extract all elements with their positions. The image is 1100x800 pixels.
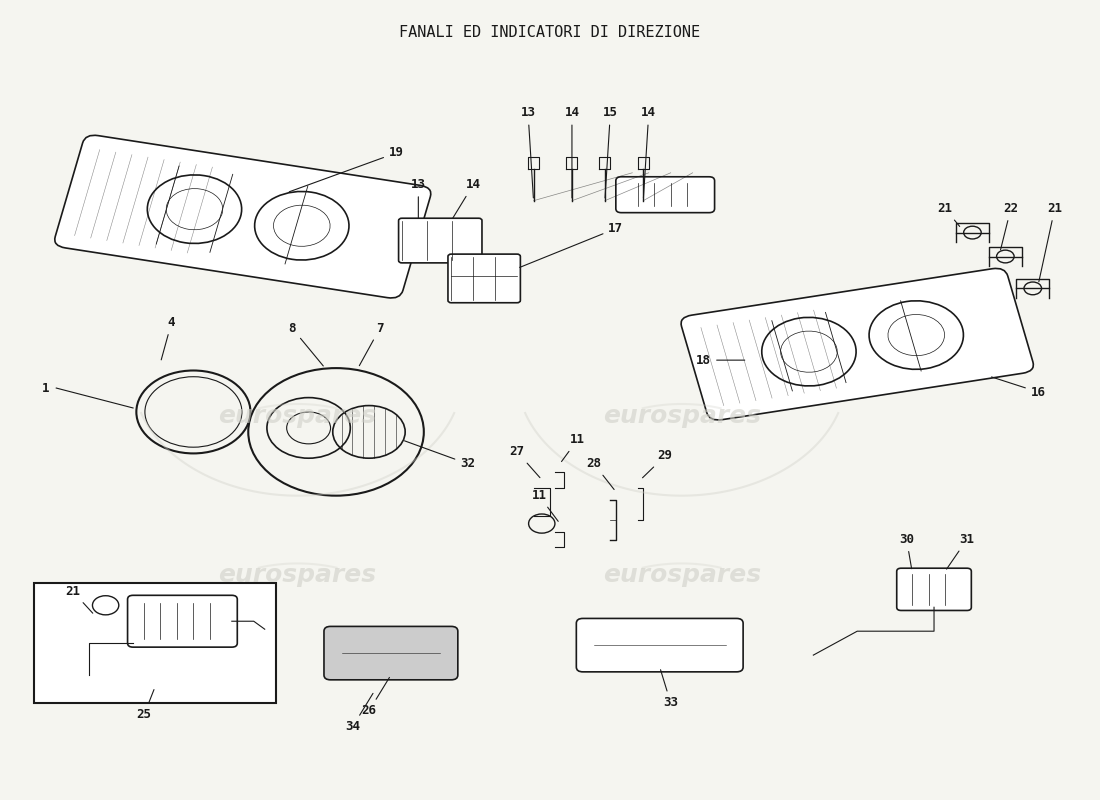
FancyBboxPatch shape xyxy=(576,618,744,672)
Text: 14: 14 xyxy=(641,106,657,198)
FancyBboxPatch shape xyxy=(896,568,971,610)
Text: 14: 14 xyxy=(564,106,580,198)
FancyBboxPatch shape xyxy=(616,177,715,213)
Text: eurospares: eurospares xyxy=(603,404,761,428)
FancyBboxPatch shape xyxy=(398,218,482,263)
Text: 21: 21 xyxy=(1038,202,1063,282)
Text: 21: 21 xyxy=(937,202,959,226)
Text: 26: 26 xyxy=(362,678,389,718)
Text: 31: 31 xyxy=(947,533,975,569)
Text: 22: 22 xyxy=(1001,202,1019,250)
Text: 13: 13 xyxy=(520,106,536,198)
FancyBboxPatch shape xyxy=(128,595,238,647)
Text: 28: 28 xyxy=(586,458,614,490)
Bar xyxy=(34,583,276,703)
Text: 18: 18 xyxy=(696,354,745,366)
Text: 27: 27 xyxy=(509,446,540,478)
Text: 16: 16 xyxy=(991,377,1046,398)
Text: eurospares: eurospares xyxy=(219,563,376,587)
Text: 13: 13 xyxy=(410,178,426,218)
Text: 1: 1 xyxy=(42,382,50,394)
FancyBboxPatch shape xyxy=(324,626,458,680)
Text: 7: 7 xyxy=(360,322,384,366)
Text: 30: 30 xyxy=(899,533,914,569)
Text: 14: 14 xyxy=(453,178,481,218)
Text: 11: 11 xyxy=(531,489,558,522)
Text: 19: 19 xyxy=(289,146,404,192)
Text: eurospares: eurospares xyxy=(603,563,761,587)
FancyBboxPatch shape xyxy=(55,135,431,298)
Text: 29: 29 xyxy=(642,450,673,478)
Text: 15: 15 xyxy=(603,106,618,198)
Text: 4: 4 xyxy=(162,316,175,360)
FancyBboxPatch shape xyxy=(681,268,1033,420)
Text: 21: 21 xyxy=(65,585,92,614)
Text: 34: 34 xyxy=(345,694,373,734)
Text: 8: 8 xyxy=(288,322,323,366)
Text: eurospares: eurospares xyxy=(219,404,376,428)
Text: 32: 32 xyxy=(405,441,475,470)
Text: 11: 11 xyxy=(561,434,585,462)
Text: FANALI ED INDICATORI DI DIREZIONE: FANALI ED INDICATORI DI DIREZIONE xyxy=(399,26,701,40)
FancyBboxPatch shape xyxy=(448,254,520,302)
Text: 33: 33 xyxy=(660,670,679,710)
Text: 25: 25 xyxy=(136,690,154,722)
Text: 17: 17 xyxy=(519,222,624,267)
